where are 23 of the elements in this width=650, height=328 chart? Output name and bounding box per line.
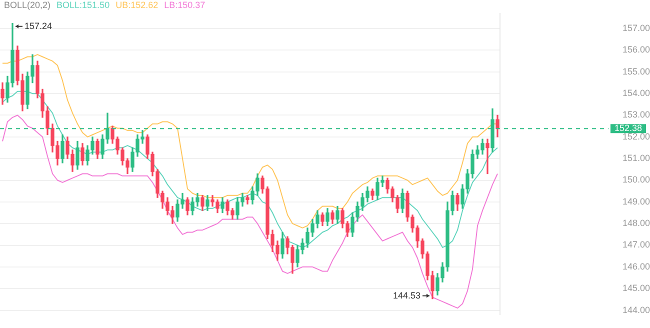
y-tick-label: 148.00 (622, 218, 650, 228)
y-tick-label: 145.00 (622, 283, 650, 294)
y-tick-label: 153.00 (622, 110, 650, 120)
candlestick (486, 138, 490, 174)
y-tick-label: 156.00 (622, 44, 650, 55)
y-tick-label: 149.00 (622, 196, 650, 206)
text: BOLL:151.50 (56, 0, 110, 11)
y-tick-label: 146.00 (622, 261, 650, 272)
ref-line-label: 152.38 (614, 123, 642, 134)
text: UB:152.62 (116, 0, 158, 11)
y-tick-label: 147.00 (622, 240, 650, 250)
annotation: 144.53 (392, 290, 420, 300)
candlestick (246, 195, 250, 204)
text: LB:150.37 (164, 0, 206, 11)
y-tick-label: 155.00 (622, 66, 650, 76)
y-tick-label: 154.00 (622, 88, 650, 98)
legend-title: BOLL(20,2) (4, 0, 51, 11)
y-tick-label: 144.00 (622, 304, 650, 315)
y-tick-label: 157.00 (622, 23, 650, 34)
y-tick-label: 150.00 (622, 174, 650, 185)
y-tick-label: 151.00 (622, 153, 650, 164)
annotation: 157.24 (24, 20, 52, 31)
y-tick-label: 152.00 (622, 131, 650, 142)
